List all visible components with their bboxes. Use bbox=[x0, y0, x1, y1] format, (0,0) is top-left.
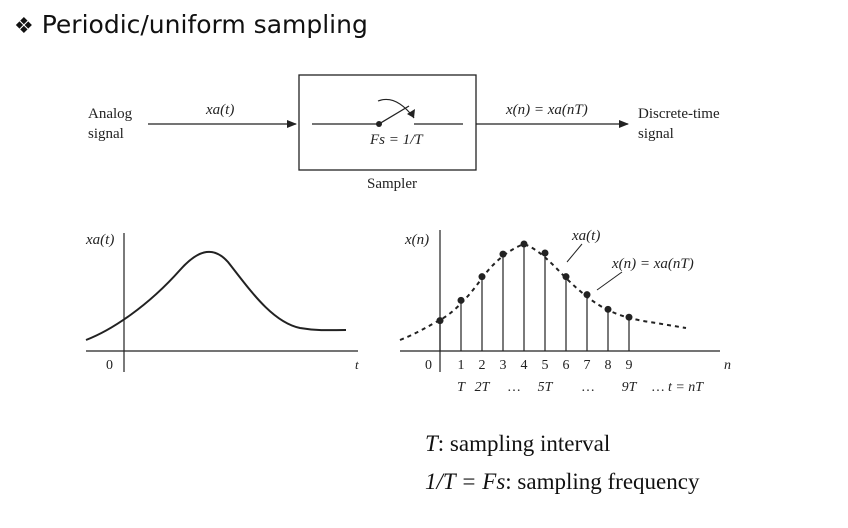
left-origin-label: 0 bbox=[106, 358, 113, 373]
heading-text: Periodic/uniform sampling bbox=[41, 10, 368, 39]
sample-stems bbox=[436, 240, 633, 351]
time-tick-labels: T 2T … 5T … 9T … t = nT bbox=[457, 380, 704, 395]
sampler-box bbox=[298, 74, 477, 171]
n-tick-label: 7 bbox=[584, 358, 591, 373]
rotation-arrowhead-icon bbox=[407, 109, 415, 118]
sample-point bbox=[499, 250, 507, 258]
left-y-label: xa(t) bbox=[85, 232, 114, 248]
right-origin-label: 0 bbox=[425, 358, 432, 373]
n-tick-label: 3 bbox=[500, 358, 507, 373]
samples-leader-line bbox=[596, 271, 623, 291]
time-tick-label: … t = nT bbox=[652, 380, 704, 395]
analog-signal-plot: xa(t) t 0 bbox=[85, 232, 359, 373]
sample-point bbox=[457, 296, 465, 304]
sampled-signal-plot: x(n) xa(t) x(n) = xa(nT) 0 n 1 2 3 4 5 6… bbox=[399, 228, 731, 395]
interval-symbol: T bbox=[425, 431, 438, 456]
analog-curve bbox=[85, 251, 347, 341]
output-signal-label: x(n) = xa(nT) bbox=[505, 102, 588, 118]
frequency-symbol: 1/T = Fs bbox=[425, 469, 506, 494]
time-tick-label: … bbox=[507, 380, 521, 395]
sample-point bbox=[583, 291, 591, 299]
samples-label: x(n) = xa(nT) bbox=[611, 256, 694, 272]
analog-envelope bbox=[399, 242, 687, 341]
sample-point bbox=[625, 313, 633, 321]
sample-point bbox=[604, 305, 612, 313]
sample-point bbox=[520, 240, 528, 248]
output-label-line2: signal bbox=[638, 126, 674, 142]
n-tick-labels: 1 2 3 4 5 6 7 8 9 bbox=[458, 358, 633, 373]
diamond-bullet-icon: ❖ bbox=[14, 14, 34, 39]
switch-blade bbox=[378, 105, 410, 125]
right-y-label: x(n) bbox=[404, 232, 429, 248]
right-x-label: n bbox=[724, 358, 731, 373]
block-diagram: Analog signal xa(t) Fs = 1/T Sampler x(n… bbox=[88, 74, 720, 192]
interval-text: : sampling interval bbox=[437, 431, 611, 456]
n-tick-label: 9 bbox=[626, 358, 633, 373]
n-tick-label: 1 bbox=[458, 358, 465, 373]
definition-frequency: 1/T = Fs: sampling frequency bbox=[425, 463, 699, 501]
input-label-line1: Analog bbox=[88, 106, 133, 122]
definitions: T: sampling interval 1/T = Fs: sampling … bbox=[425, 425, 699, 501]
sample-point bbox=[436, 317, 444, 325]
n-tick-label: 6 bbox=[563, 358, 570, 373]
sample-point bbox=[541, 249, 549, 257]
time-tick-label: T bbox=[457, 380, 466, 395]
left-x-label: t bbox=[355, 357, 359, 372]
rotation-arc-icon bbox=[377, 98, 415, 119]
n-tick-label: 5 bbox=[542, 358, 549, 373]
sampler-rate-label: Fs = 1/T bbox=[369, 132, 424, 148]
frequency-text: : sampling frequency bbox=[505, 469, 700, 494]
time-tick-label: 2T bbox=[475, 380, 491, 395]
envelope-label: xa(t) bbox=[571, 228, 600, 244]
input-signal-label: xa(t) bbox=[205, 102, 234, 118]
time-tick-label: … bbox=[581, 380, 595, 395]
sample-point bbox=[478, 273, 486, 281]
n-tick-label: 8 bbox=[605, 358, 612, 373]
n-tick-label: 4 bbox=[521, 358, 528, 373]
input-label-line2: signal bbox=[88, 126, 124, 142]
output-label-line1: Discrete-time bbox=[638, 106, 720, 122]
definition-interval: T: sampling interval bbox=[425, 425, 699, 463]
sample-point bbox=[562, 273, 570, 281]
sampler-caption: Sampler bbox=[367, 176, 417, 192]
slide-heading: ❖ Periodic/uniform sampling bbox=[14, 10, 368, 39]
time-tick-label: 5T bbox=[538, 380, 554, 395]
time-tick-label: 9T bbox=[622, 380, 638, 395]
envelope-leader-line bbox=[566, 243, 583, 263]
n-tick-label: 2 bbox=[479, 358, 486, 373]
